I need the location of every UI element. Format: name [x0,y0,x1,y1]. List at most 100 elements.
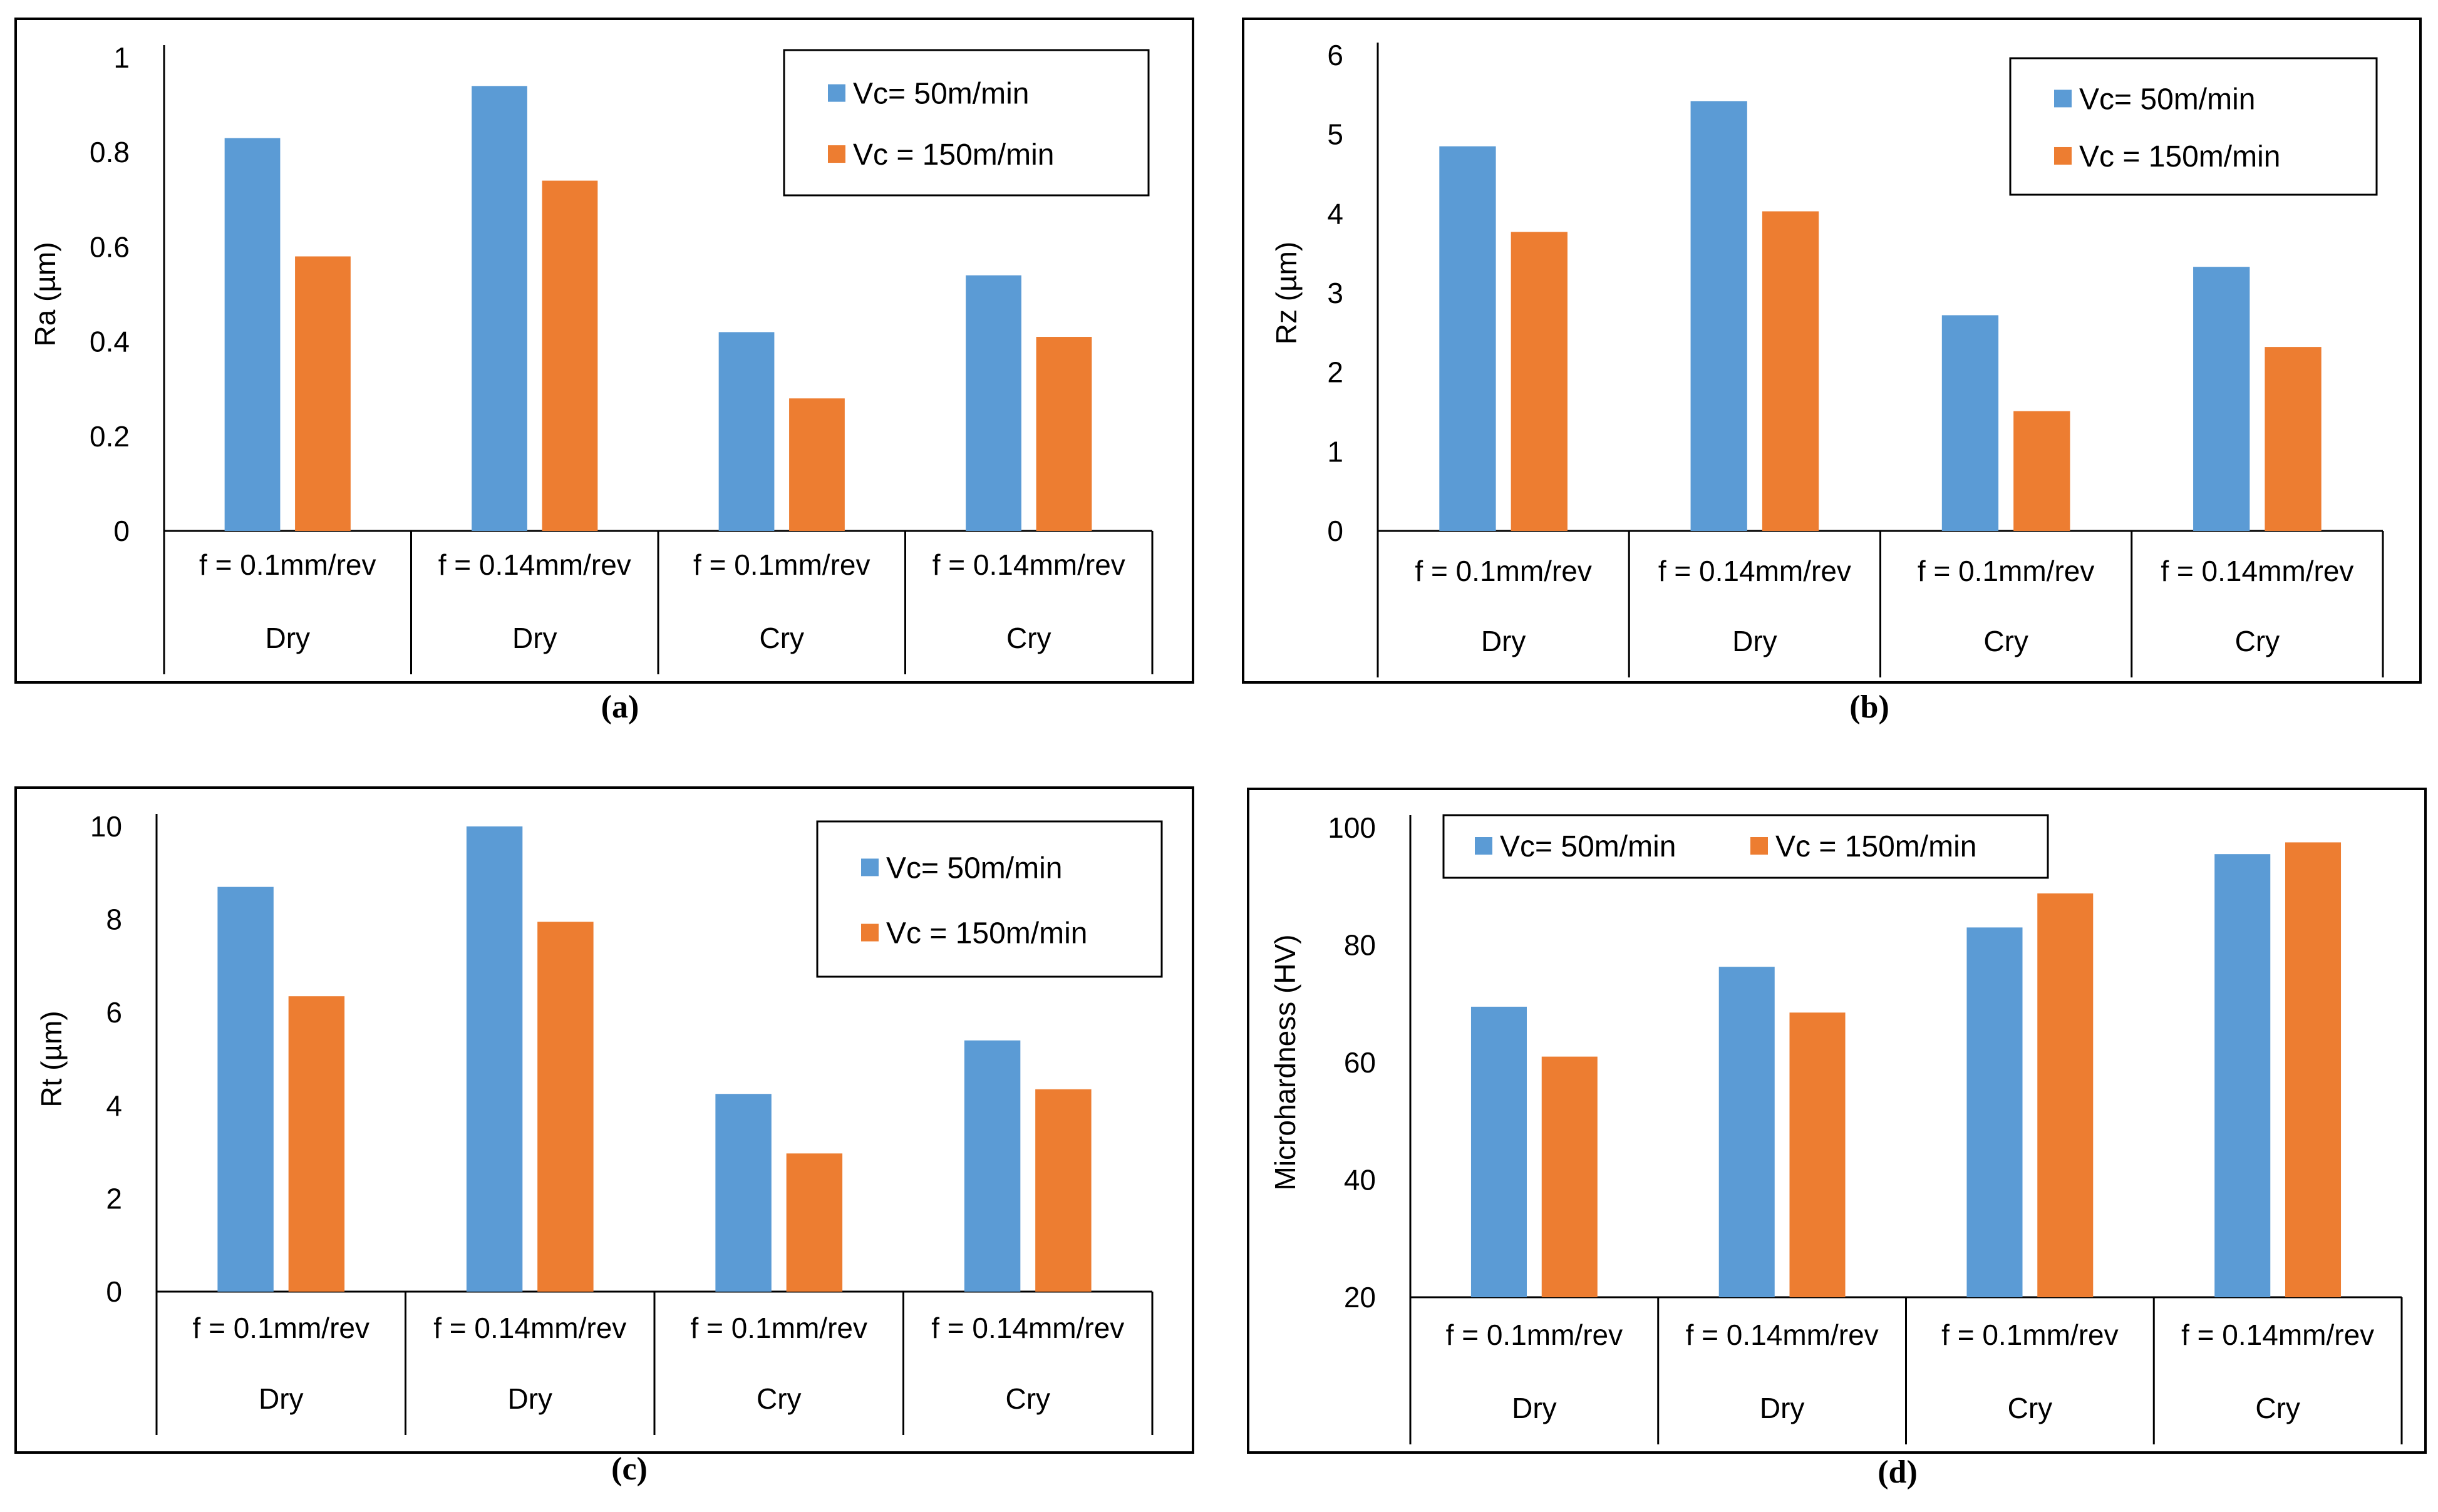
legend-swatch [1750,837,1768,855]
bar-vc150 [1511,232,1568,531]
x-category-feed-label: f = 0.1mm/rev [1446,1319,1623,1351]
x-category-feed-label: f = 0.14mm/rev [2181,1319,2374,1351]
x-category-feed-label: f = 0.1mm/rev [1918,555,2094,587]
x-category-feed-label: f = 0.14mm/rev [932,548,1125,581]
bar-vc150 [2265,347,2322,531]
bar-vc150 [1541,1056,1598,1297]
y-tick-label: 60 [1344,1046,1376,1079]
x-category-feed-label: f = 0.1mm/rev [691,1312,867,1344]
bar-vc150 [2037,893,2094,1297]
legend-label: Vc = 150m/min [886,917,1087,950]
bar-vc50 [217,887,274,1292]
bar-vc50 [715,1094,772,1292]
y-tick-label: 2 [1327,356,1343,389]
x-category-condition-label: Cry [1006,622,1051,654]
x-category-condition-label: Dry [1481,625,1526,657]
bar-vc50 [1439,146,1496,531]
bar-vc150 [537,922,594,1292]
x-category-feed-label: f = 0.1mm/rev [1415,555,1591,587]
y-tick-label: 6 [106,996,122,1029]
legend: Vc= 50m/min Vc = 150m/min [816,820,1163,978]
bar-vc50 [472,86,527,532]
y-tick-label: 5 [1327,118,1343,151]
chart-panel-1: 0 0.2 0.4 0.6 0.8 1 Ra (µm) f = 0.1mm/rev Dry f =… [14,18,1194,725]
legend-swatch [2054,147,2072,165]
bar-vc50 [718,332,775,531]
x-category-condition-label: Dry [1512,1392,1557,1424]
panel-caption: (b) [1849,689,1889,725]
y-tick-label: 10 [90,810,122,843]
bar-vc150 [288,996,345,1292]
y-tick-label: 100 [1328,811,1376,844]
bar-vc50 [1690,101,1747,531]
y-axis-title: Rt (µm) [35,1011,68,1107]
y-tick-label: 4 [106,1089,122,1122]
y-tick-label: 4 [1327,197,1343,230]
panel-caption: (c) [611,1451,648,1487]
legend-label: Vc= 50m/min [853,78,1029,111]
legend-label: Vc = 150m/min [2079,140,2280,173]
bar-vc150 [1762,211,1819,531]
legend-label: Vc= 50m/min [1500,830,1676,863]
bar-vc150 [295,256,351,531]
x-category-condition-label: Cry [1005,1382,1050,1415]
x-category-feed-label: f = 0.1mm/rev [1941,1319,2118,1351]
x-category-feed-label: f = 0.1mm/rev [193,1312,369,1344]
y-tick-label: 1 [113,41,130,74]
panel-caption: (d) [1878,1454,1918,1490]
bar-vc150 [1036,337,1092,531]
legend-box [1442,814,2049,879]
y-axis-title: Ra (µm) [29,242,61,346]
x-category-feed-label: f = 0.14mm/rev [433,1312,626,1344]
chart-panel-4: 20 40 60 80 100 Microhardness (HV) f = 0.1mm/r… [1247,788,2427,1490]
legend-swatch [828,84,845,102]
y-tick-label: 80 [1344,929,1376,962]
bar-vc150 [786,1153,843,1292]
y-tick-label: 20 [1344,1281,1376,1314]
bar-vc50 [1718,967,1775,1297]
bar-vc50 [1966,927,2023,1297]
legend-box [816,820,1163,978]
legend-label: Vc = 150m/min [853,138,1054,172]
x-category-feed-label: f = 0.14mm/rev [438,548,631,581]
panel-caption: (a) [601,689,639,725]
legend-swatch [828,145,845,163]
x-category-condition-label: Dry [507,1382,552,1415]
legend-label: Vc= 50m/min [886,851,1062,885]
y-tick-label: 40 [1344,1164,1376,1196]
y-tick-label: 3 [1327,277,1343,309]
legend-swatch [861,923,879,942]
x-category-condition-label: Dry [512,622,557,654]
y-tick-label: 0.4 [90,326,130,358]
x-category-condition-label: Cry [759,622,804,654]
bar-vc150 [2285,842,2342,1297]
bar-vc50 [224,138,281,531]
bar-vc150 [2013,411,2070,531]
y-tick-label: 0 [106,1275,122,1308]
x-category-condition-label: Cry [2008,1392,2053,1424]
x-category-condition-label: Cry [2255,1392,2300,1424]
bar-vc150 [1035,1089,1092,1292]
x-category-condition-label: Dry [259,1382,304,1415]
y-tick-label: 8 [106,903,122,936]
y-tick-label: 0 [113,515,130,547]
chart-panel-3: 0 2 4 6 8 10 Rt (µm) f = 0.1mm/rev Dry f = 0.14mm… [14,786,1194,1487]
legend-swatch [861,858,879,877]
x-category-condition-label: Dry [1760,1392,1805,1424]
legend-swatch [1475,837,1492,855]
bar-vc150 [789,398,845,531]
y-tick-label: 0.6 [90,230,130,263]
x-category-feed-label: f = 0.1mm/rev [693,548,870,581]
bar-vc50 [966,275,1021,531]
y-tick-label: 0.2 [90,420,130,453]
x-category-condition-label: Cry [1983,625,2028,657]
legend-box [783,49,1150,197]
bar-vc150 [542,180,598,531]
y-axis-title: Rz (µm) [1270,242,1303,344]
y-axis-title: Microhardness (HV) [1269,935,1301,1191]
bar-vc50 [1941,315,1999,531]
bar-vc50 [2214,854,2271,1297]
x-category-condition-label: Dry [265,622,310,654]
bar-vc50 [466,826,523,1292]
